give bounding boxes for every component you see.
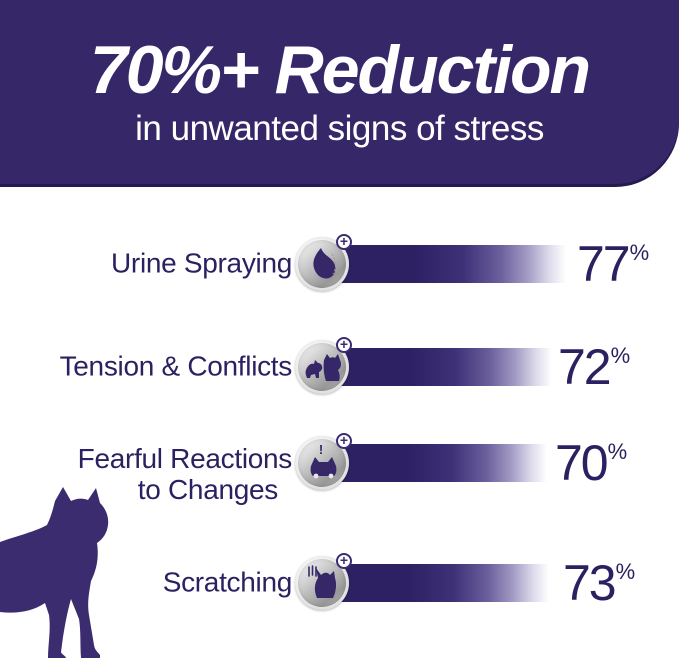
row-label-line1: Fearful Reactions <box>77 443 293 475</box>
row-label: Fearful Reactions to Changes <box>0 443 293 506</box>
row-label: Scratching <box>162 566 293 598</box>
scratching-icon: + <box>295 553 352 610</box>
value-urine-spraying: 77 % <box>577 239 649 289</box>
value-unit: % <box>615 559 636 584</box>
alert-exclamation-glyph: ! <box>319 443 323 457</box>
stat-row-fearful-reactions: Fearful Reactions to Changes ! + 70 % <box>0 433 679 505</box>
tension-conflicts-icon: + <box>295 337 352 394</box>
bar-tension-conflicts <box>322 348 552 386</box>
value-scratching: 73 % <box>563 558 635 608</box>
bar-fearful-reactions <box>322 444 547 482</box>
page-title: 70%+ Reduction <box>89 32 591 108</box>
page-subtitle: in unwanted signs of stress <box>135 109 544 148</box>
stat-row-tension-conflicts: Tension & Conflicts + 72 % <box>0 337 679 395</box>
value-number: 77 <box>577 236 631 292</box>
value-number: 70 <box>555 435 609 491</box>
scratching-cat-glyph <box>308 565 337 598</box>
row-label-line2: to Changes <box>137 474 279 505</box>
row-label: Tension & Conflicts <box>59 350 293 382</box>
stat-row-scratching: Scratching + 73 % <box>0 553 679 611</box>
value-number: 72 <box>558 339 612 395</box>
value-unit: % <box>629 240 650 265</box>
plus-icon: + <box>336 553 352 569</box>
bar-urine-spraying <box>322 245 566 283</box>
row-label: Urine Spraying <box>111 247 292 279</box>
urine-drop-glyph <box>313 248 336 279</box>
crouched-cat-glyph: ! <box>310 443 337 479</box>
urine-spraying-icon: + <box>295 234 352 291</box>
two-cats-glyph <box>305 354 342 381</box>
stat-row-urine-spraying: Urine Spraying + 77 % <box>0 234 679 292</box>
cat-silhouette <box>0 487 109 658</box>
fearful-reactions-icon: ! + <box>295 433 352 490</box>
header-banner: 70%+ Reduction in unwanted signs of stre… <box>0 0 679 187</box>
value-unit: % <box>610 343 631 368</box>
value-unit: % <box>607 439 628 464</box>
plus-icon: + <box>336 337 352 353</box>
plus-icon: + <box>336 433 352 449</box>
value-tension-conflicts: 72 % <box>558 342 630 392</box>
value-fearful-reactions: 70 % <box>555 438 627 488</box>
bar-scratching <box>322 564 549 602</box>
plus-icon: + <box>336 234 352 250</box>
value-number: 73 <box>563 555 617 611</box>
